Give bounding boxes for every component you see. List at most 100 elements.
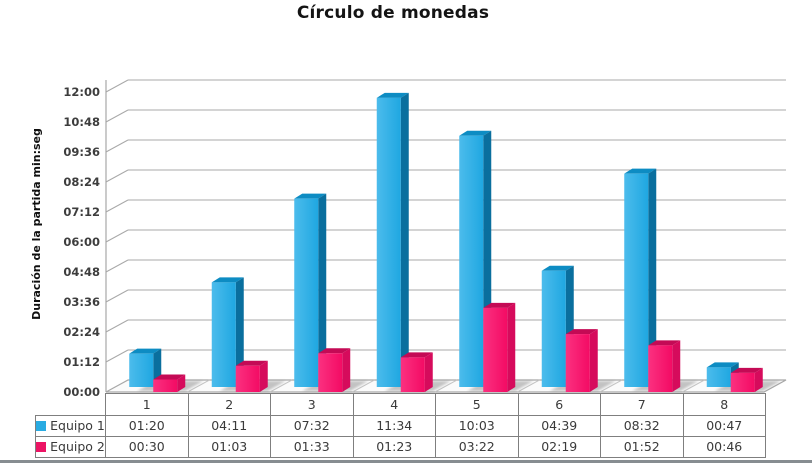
y-tick-label: 07:12 bbox=[63, 205, 100, 219]
bar-equipo-2-top bbox=[318, 348, 351, 354]
bar-equipo-2 bbox=[483, 307, 508, 392]
value-cell: 04:39 bbox=[517, 415, 601, 437]
value-cell: 08:32 bbox=[600, 415, 684, 437]
floor-separator bbox=[599, 379, 623, 393]
bar-equipo-2-top bbox=[648, 340, 681, 346]
value-cell: 01:33 bbox=[270, 436, 354, 458]
legend-cell: Equipo 1 bbox=[35, 415, 106, 437]
grid-diagonal bbox=[105, 79, 129, 93]
bar-equipo-2-side bbox=[507, 302, 516, 392]
value-cell: 07:32 bbox=[270, 415, 354, 437]
bar-equipo-1-top bbox=[624, 168, 657, 174]
category-header-cell: 8 bbox=[682, 393, 766, 416]
value-cell: 01:23 bbox=[352, 436, 436, 458]
bar-equipo-1-top bbox=[541, 265, 574, 271]
bar-equipo-1-side bbox=[318, 193, 327, 387]
bar-equipo-2-side bbox=[672, 340, 681, 392]
grid-diagonal bbox=[105, 199, 129, 213]
bar-equipo-1-top bbox=[294, 193, 327, 199]
category-header-cell: 3 bbox=[270, 393, 354, 416]
legend-label: Equipo 2 bbox=[50, 439, 105, 454]
value-cell: 02:19 bbox=[517, 436, 601, 458]
bar-equipo-2-side bbox=[754, 367, 763, 392]
legend-swatch bbox=[36, 421, 47, 431]
grid-diagonal bbox=[105, 259, 129, 273]
y-tick-label: 10:48 bbox=[63, 115, 100, 129]
bar-equipo-2-top bbox=[235, 360, 268, 366]
bar-equipo-1-top bbox=[129, 348, 162, 354]
y-tick-label: 01:12 bbox=[63, 355, 100, 369]
category-header-cell: 1 bbox=[105, 393, 189, 416]
bar-equipo-1 bbox=[294, 198, 319, 387]
value-cell: 01:03 bbox=[187, 436, 271, 458]
grid-diagonal bbox=[105, 289, 129, 303]
value-cell: 10:03 bbox=[435, 415, 519, 437]
bar-equipo-1-top bbox=[459, 130, 492, 136]
bar-equipo-2-side bbox=[589, 329, 598, 392]
y-tick-label: 08:24 bbox=[63, 175, 100, 189]
y-tick-label: 02:24 bbox=[63, 325, 100, 339]
value-cell: 03:22 bbox=[435, 436, 519, 458]
y-tick-label: 12:00 bbox=[63, 85, 100, 99]
grid-diagonal bbox=[105, 319, 129, 333]
y-tick-label: 04:48 bbox=[63, 265, 100, 279]
bar-equipo-2-side bbox=[342, 348, 351, 392]
bar-equipo-2-side bbox=[259, 360, 268, 392]
floor-separator bbox=[434, 379, 458, 393]
category-header-cell: 4 bbox=[352, 393, 436, 416]
chart-data-table: 1 2 3 4 5 6 7 8 Equipo 1 01:20 04:11 07:32 11:34 10:0… bbox=[35, 393, 766, 458]
table-row: Equipo 2 00:30 01:03 01:33 01:23 03:22 02:19 01… bbox=[35, 436, 766, 458]
floor-separator bbox=[269, 379, 293, 393]
value-cell: 11:34 bbox=[352, 415, 436, 437]
value-cell: 00:47 bbox=[682, 415, 766, 437]
bar-equipo-2 bbox=[400, 357, 425, 392]
bottom-divider bbox=[0, 460, 812, 463]
grid-diagonal bbox=[105, 109, 129, 123]
grid-diagonal bbox=[105, 229, 129, 243]
bar-equipo-1-top bbox=[376, 92, 409, 98]
bar-equipo-1 bbox=[459, 135, 484, 387]
table-corner-cell bbox=[36, 394, 106, 416]
category-header-cell: 2 bbox=[187, 393, 271, 416]
bar-equipo-2 bbox=[318, 353, 343, 392]
legend-swatch bbox=[36, 442, 47, 452]
y-tick-label: 03:36 bbox=[63, 295, 100, 309]
bar-equipo-2-side bbox=[424, 352, 433, 392]
bar-equipo-2 bbox=[730, 372, 755, 392]
grid-diagonal bbox=[105, 349, 129, 363]
bar-equipo-1 bbox=[541, 270, 566, 387]
category-header-cell: 7 bbox=[600, 393, 684, 416]
chart-title: Círculo de monedas bbox=[296, 3, 490, 23]
bar-equipo-1 bbox=[624, 173, 649, 387]
bar-equipo-1 bbox=[211, 282, 236, 387]
category-header-cell: 5 bbox=[435, 393, 519, 416]
y-tick-label: 00:00 bbox=[63, 385, 100, 399]
bar-equipo-2-top bbox=[400, 352, 433, 358]
floor-separator bbox=[517, 379, 540, 393]
table-row: Equipo 1 01:20 04:11 07:32 11:34 10:03 04:39 08… bbox=[35, 415, 766, 437]
bar-equipo-2 bbox=[235, 365, 260, 392]
bar-equipo-2-top bbox=[565, 329, 598, 335]
bar-equipo-1-side bbox=[400, 92, 409, 387]
bar-equipo-1-side bbox=[235, 277, 244, 387]
bar-equipo-1 bbox=[706, 367, 731, 387]
bar-equipo-1 bbox=[129, 353, 154, 387]
value-cell: 01:52 bbox=[600, 436, 684, 458]
floor-separator bbox=[682, 379, 705, 393]
y-tick-label: 09:36 bbox=[63, 145, 100, 159]
grid-diagonal bbox=[105, 139, 129, 153]
floor-separator bbox=[352, 379, 375, 393]
value-cell: 00:46 bbox=[682, 436, 766, 458]
bar-equipo-2 bbox=[153, 379, 178, 392]
grid-diagonal bbox=[105, 169, 129, 183]
bar-equipo-1-side bbox=[648, 168, 657, 387]
bar-equipo-2-top bbox=[730, 367, 763, 373]
floor-separator bbox=[187, 379, 210, 393]
bar-equipo-2-top bbox=[153, 374, 186, 380]
bar-equipo-2-side bbox=[177, 374, 186, 392]
bar-equipo-1-top bbox=[706, 362, 739, 368]
bar-equipo-1 bbox=[376, 97, 401, 387]
bar-equipo-2 bbox=[648, 345, 673, 392]
